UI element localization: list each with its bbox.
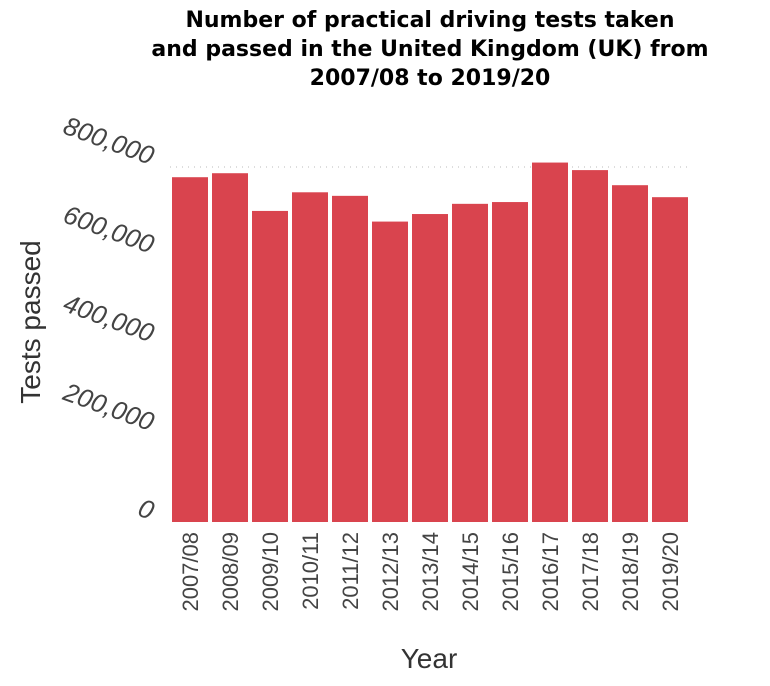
y-tick-label: 400,000 (60, 288, 159, 349)
bar-2011-12 (332, 195, 368, 522)
x-tick-labels: 2007/08 2008/09 2009/10 2010/11 2011/12 2012/… (178, 532, 683, 612)
bar-2016-17 (532, 162, 568, 522)
bar-2013-14 (412, 214, 448, 522)
x-tick-label: 2016/17 (538, 532, 563, 612)
bar-2014-15 (452, 203, 488, 523)
x-axis-label: Year (401, 643, 458, 674)
x-tick-label: 2013/14 (418, 532, 443, 612)
x-tick-label: 2011/12 (338, 532, 363, 610)
chart-title-line-2: and passed in the United Kingdom (UK) fr… (151, 37, 709, 62)
bar-2017-18 (572, 170, 608, 522)
bar-2018-19 (612, 185, 648, 522)
bar-2019-20 (652, 197, 688, 523)
bars (172, 162, 688, 523)
x-tick-label: 2017/18 (578, 532, 603, 612)
y-tick-labels: 0 200,000 400,000 600,000 800,000 (59, 110, 159, 526)
bar-2009-10 (252, 210, 288, 522)
x-tick-label: 2008/09 (218, 532, 243, 612)
chart-title-line-3: 2007/08 to 2019/20 (309, 66, 551, 91)
bar-2012-13 (372, 221, 408, 523)
x-tick-label: 2010/11 (298, 532, 323, 610)
x-tick-label: 2018/19 (618, 532, 643, 612)
x-tick-label: 2009/10 (258, 532, 283, 612)
y-tick-label: 800,000 (60, 110, 159, 171)
y-tick-label: 0 (134, 492, 158, 525)
x-tick-label: 2019/20 (658, 532, 683, 612)
bar-2007-08 (172, 177, 208, 523)
x-tick-label: 2014/15 (458, 532, 483, 612)
chart-title-line-1: Number of practical driving tests taken (185, 8, 675, 33)
y-tick-label: 200,000 (59, 376, 159, 437)
x-tick-label: 2015/16 (498, 532, 523, 612)
chart-title: Number of practical driving tests taken … (85, 6, 770, 93)
bar-2010-11 (292, 192, 328, 522)
bar-2015-16 (492, 202, 528, 522)
bar-2008-09 (212, 173, 248, 522)
y-axis-label: Tests passed (15, 240, 46, 403)
x-tick-label: 2012/13 (378, 532, 403, 612)
x-tick-label: 2007/08 (178, 532, 203, 612)
y-tick-label: 600,000 (60, 199, 159, 260)
